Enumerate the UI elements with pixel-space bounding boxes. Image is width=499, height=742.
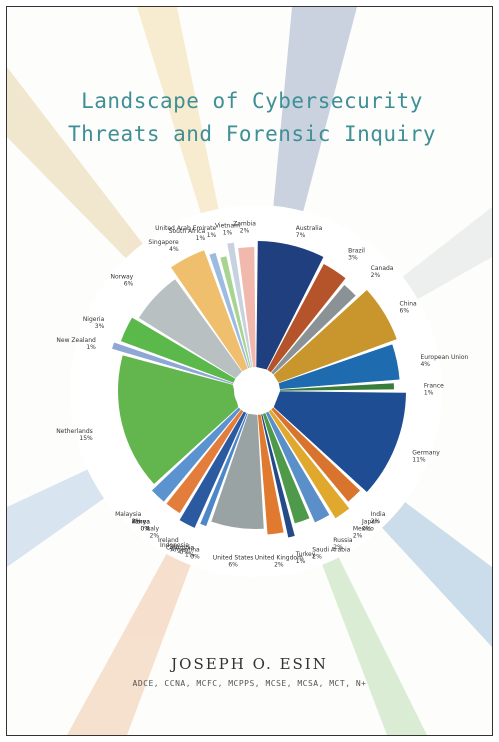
slice-name: Singapore <box>148 238 179 245</box>
slice-percent: 7% <box>296 231 306 238</box>
slice-name: Germany <box>412 449 440 456</box>
slice-name: France <box>424 382 444 389</box>
slice-percent: 3% <box>95 322 105 329</box>
slice-percent: 0% <box>140 525 150 532</box>
slice-name: Malaysia <box>115 510 142 517</box>
slice-name: United States <box>213 554 254 561</box>
slice-percent: 4% <box>420 360 430 367</box>
slice-percent: 2% <box>274 561 284 568</box>
slice-name: Netherlands <box>56 427 93 434</box>
slice-name: Saudi Arabia <box>312 546 350 553</box>
credentials: ADCE, CCNA, MCFC, MCPPS, MCSE, MCSA, MCT… <box>7 679 492 688</box>
slice-percent: 1% <box>424 389 434 396</box>
slice-percent: 1% <box>223 229 233 236</box>
slice-percent: 6% <box>228 561 238 568</box>
slice-name: India <box>371 510 386 517</box>
author: JOSEPH O. ESIN <box>7 655 492 673</box>
slice-name: United Arab Emirate <box>155 224 216 231</box>
slice-name: European Union <box>420 353 468 360</box>
slice-name: United Kingdom <box>255 554 303 561</box>
slice-percent: 4% <box>169 245 179 252</box>
book-title: Landscape of Cybersecurity Threats and F… <box>47 85 457 151</box>
slice-percent: 2% <box>353 532 363 539</box>
slice-name: Nigeria <box>83 315 105 322</box>
slice-name: Brazil <box>348 247 365 254</box>
slice-name: Zambia <box>233 220 256 227</box>
slice-percent: 15% <box>79 434 93 441</box>
slice-percent: 3% <box>348 254 358 261</box>
slice-name: Australia <box>296 224 323 231</box>
slice-percent: 6% <box>400 307 410 314</box>
slice-percent: 2% <box>169 544 179 551</box>
slice-name: China <box>400 300 417 307</box>
slice-percent: 6% <box>124 280 134 287</box>
slice-percent: 0% <box>180 549 190 556</box>
slice-name: Russia <box>333 537 353 544</box>
pie-hole <box>234 369 278 413</box>
book-cover: Australia7%Brazil3%Canada2%China6%Europe… <box>6 6 493 736</box>
slice-label: European Union4% <box>420 353 468 367</box>
slice-name: Canada <box>371 265 394 272</box>
slice-percent: 2% <box>150 532 160 539</box>
slice-name: Mexico <box>353 525 374 532</box>
slice-percent: 11% <box>412 456 426 463</box>
slice-percent: 2% <box>371 272 381 279</box>
slice-percent: 1% <box>207 231 217 238</box>
slice-percent: 2% <box>240 227 250 234</box>
slice-percent: 1% <box>86 344 96 351</box>
slice-name: Ireland <box>158 537 179 544</box>
slice-name: Norway <box>110 273 133 280</box>
slice-percent: 2% <box>132 517 142 524</box>
slice-percent: 1% <box>196 234 206 241</box>
slice-name: New Zealand <box>56 337 96 344</box>
